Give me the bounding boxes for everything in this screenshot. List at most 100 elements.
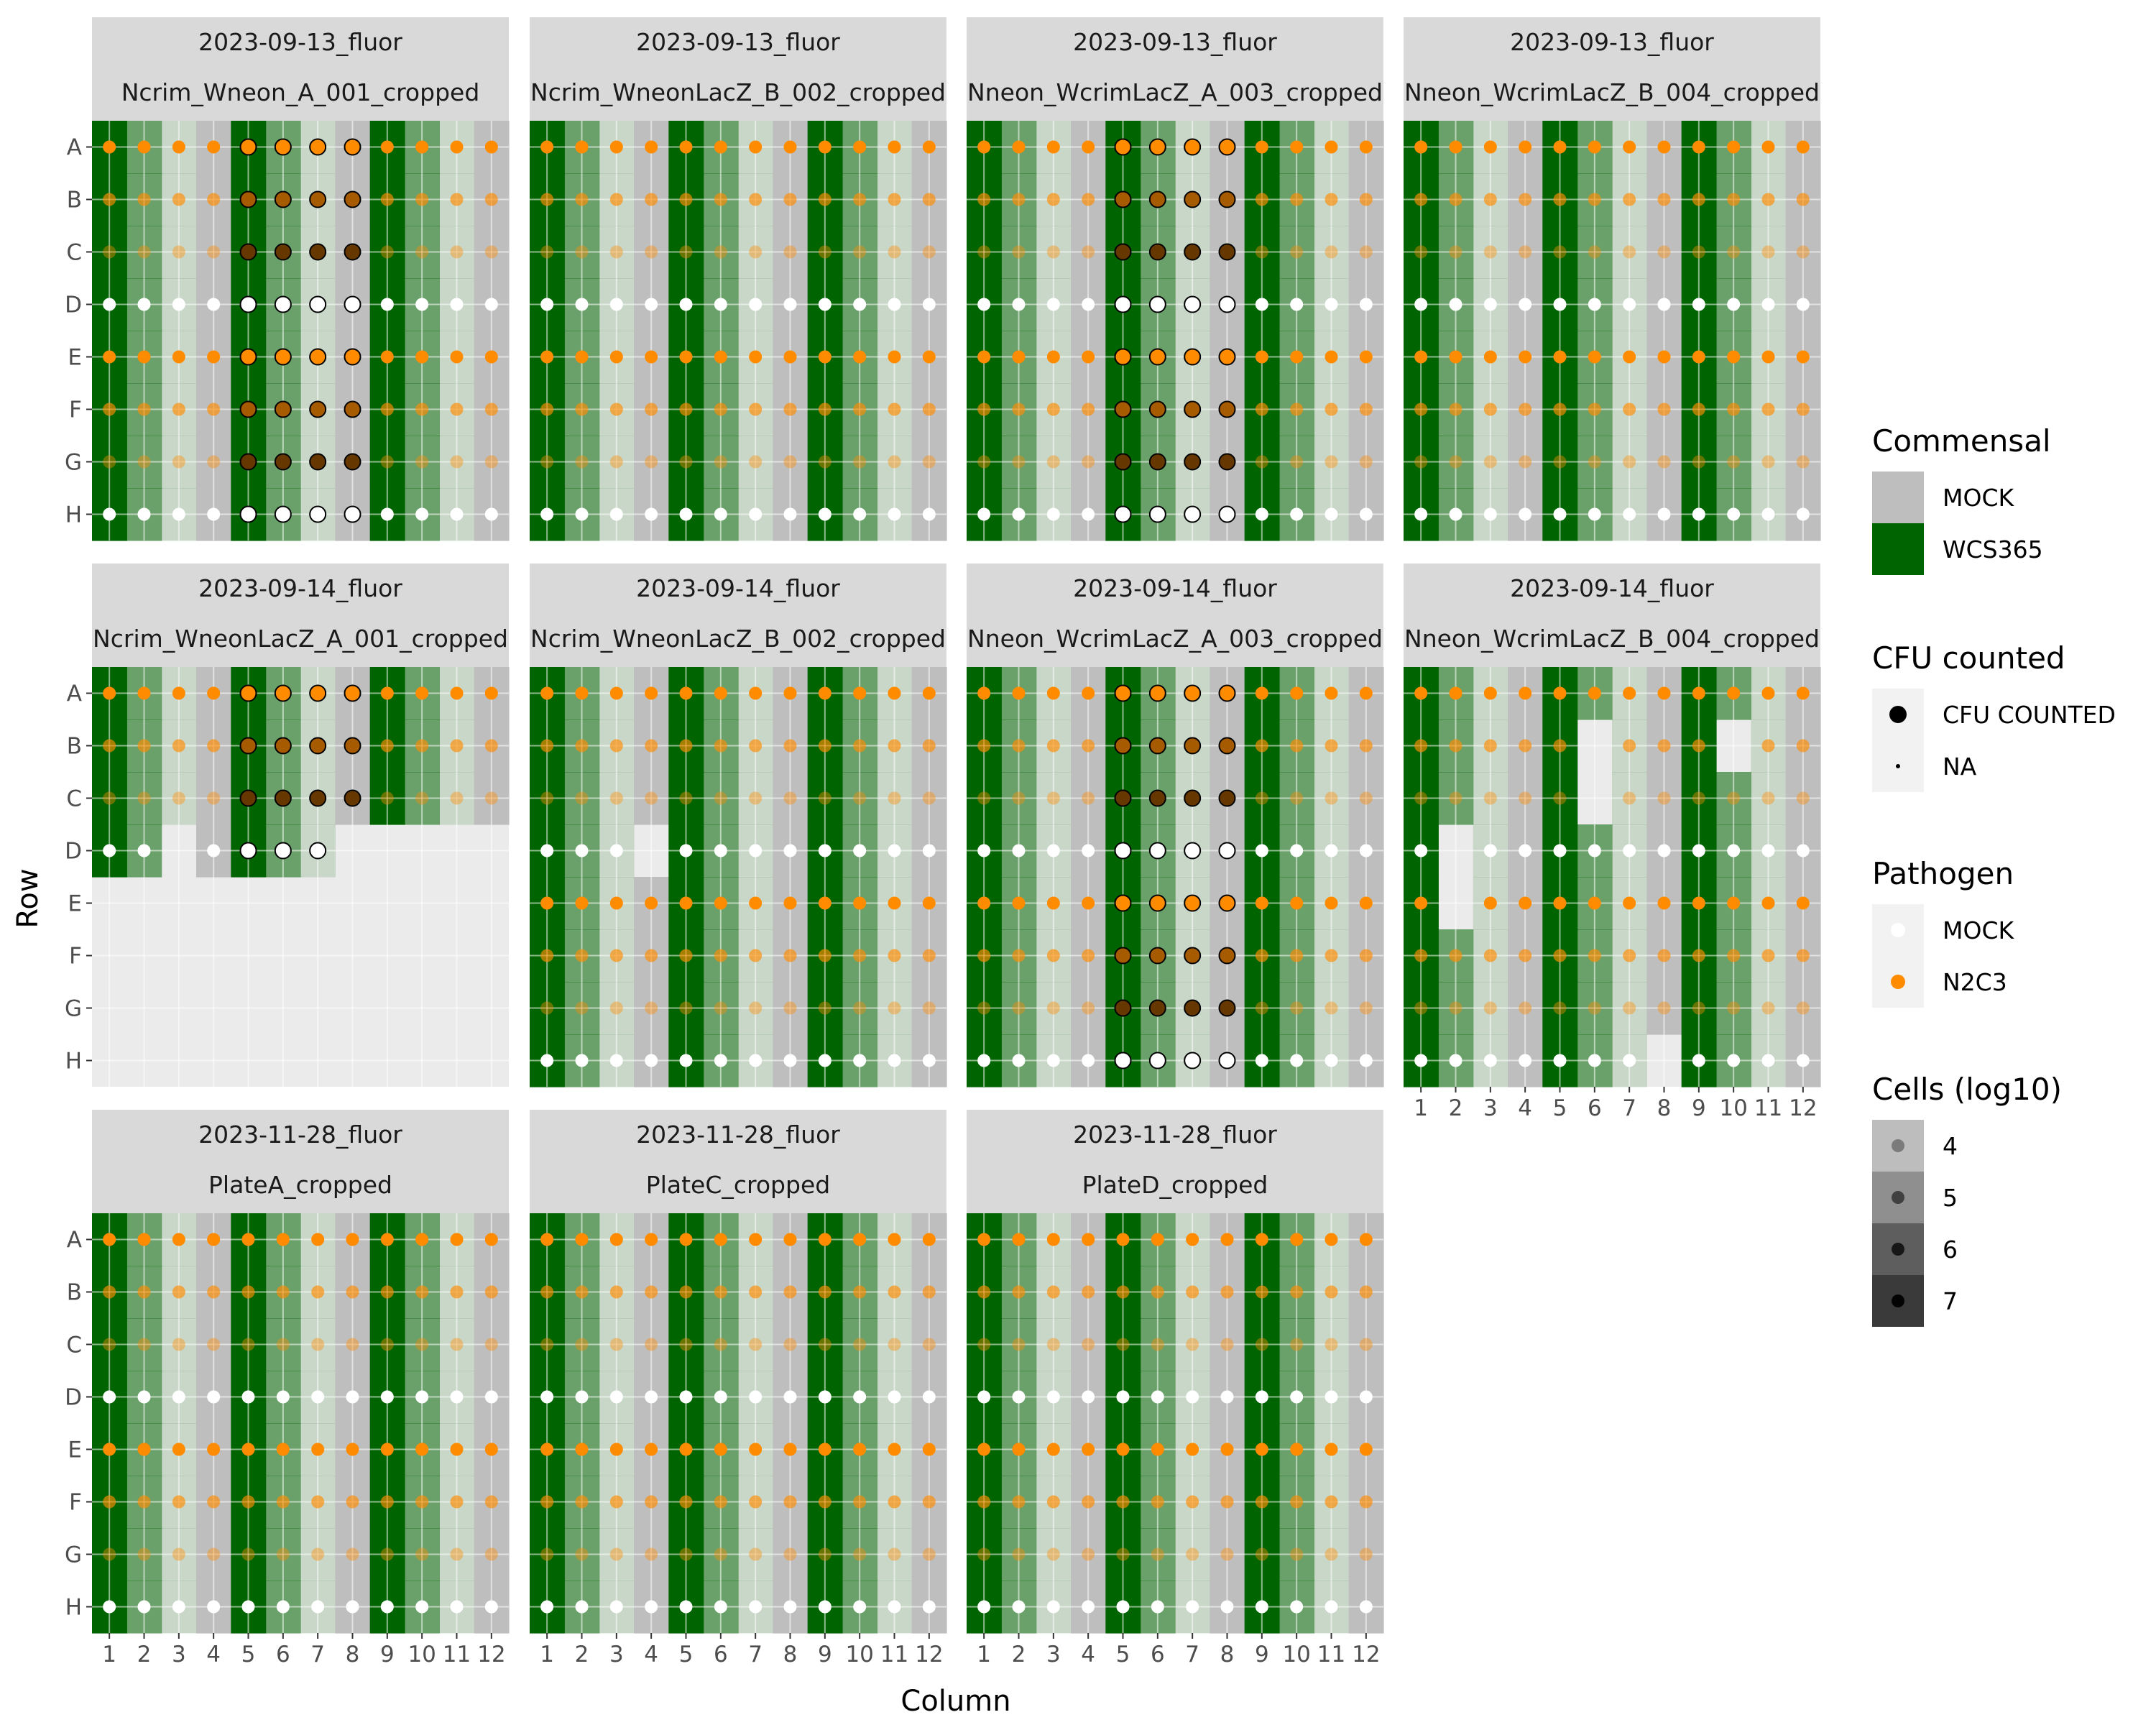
x-tick-label: 6 <box>714 1642 728 1668</box>
well-point <box>977 1001 991 1015</box>
well-point <box>609 1338 623 1351</box>
facet-strip-plate: Ncrim_WneonLacZ_A_001_cropped <box>93 625 508 653</box>
facet-strip-plate: PlateC_cropped <box>646 1171 830 1199</box>
well-point <box>1623 507 1636 521</box>
y-tick-label: H <box>65 1049 82 1075</box>
well-point <box>1588 686 1601 700</box>
facet-strip-plate: Nneon_WcrimLacZ_B_004_cropped <box>1404 625 1820 653</box>
well-point <box>575 140 589 154</box>
well-point <box>1657 193 1671 206</box>
well-point <box>1796 350 1810 364</box>
well-point <box>1483 791 1497 805</box>
well-point <box>575 1390 589 1404</box>
well-point <box>172 140 185 154</box>
legend-label: WCS365 <box>1943 535 2043 564</box>
well-point <box>1519 1001 1532 1015</box>
well-point <box>749 1054 763 1067</box>
well-point <box>207 1600 221 1614</box>
x-tick-label: 7 <box>1185 1642 1199 1668</box>
well-point <box>172 1233 185 1246</box>
well-point <box>311 1390 325 1404</box>
well-point <box>1588 350 1601 364</box>
well-point <box>1796 402 1810 416</box>
y-tick-label: C <box>66 786 82 812</box>
x-tick-label: 1 <box>977 1642 991 1668</box>
well-point <box>714 350 727 364</box>
well-point <box>783 1054 797 1067</box>
well-point <box>207 402 221 416</box>
well-point-counted <box>1218 684 1236 702</box>
well-point-counted <box>1218 190 1236 208</box>
well-point <box>415 1390 429 1404</box>
well-point <box>1761 455 1775 469</box>
well-point <box>922 1600 936 1614</box>
well-point <box>922 1285 936 1299</box>
well-point-counted <box>1114 453 1132 471</box>
well-point <box>575 245 589 259</box>
x-tick-label: 9 <box>380 1642 395 1668</box>
well-point-counted <box>1218 737 1236 755</box>
well-point <box>1359 1495 1373 1509</box>
well-point <box>888 896 901 910</box>
well-point <box>1553 350 1567 364</box>
well-point <box>137 507 151 521</box>
well-point <box>645 1600 658 1614</box>
x-tick-label: 5 <box>679 1642 694 1668</box>
facet-strip <box>1404 17 1820 121</box>
well-point <box>1290 1054 1304 1067</box>
well-point <box>1220 1338 1234 1351</box>
well-point-counted <box>239 348 257 366</box>
well-point <box>888 1600 901 1614</box>
well-point-counted <box>1148 894 1166 912</box>
well-point <box>853 949 867 962</box>
well-point <box>645 739 658 753</box>
well-point <box>1414 1001 1428 1015</box>
legend-key-commensal <box>1872 523 1924 575</box>
well-point <box>311 1600 325 1614</box>
well-point <box>1796 1054 1810 1067</box>
well-point <box>783 739 797 753</box>
well-point <box>714 1390 727 1404</box>
well-point <box>1414 350 1428 364</box>
well-point-counted <box>239 243 257 261</box>
well-point <box>609 245 623 259</box>
facet-panel: 2023-09-13_fluor Nneon_WcrimLacZ_B_004_cr… <box>1404 17 1821 541</box>
well-point <box>1012 350 1026 364</box>
well-point <box>103 1443 116 1456</box>
well-point <box>172 1547 185 1561</box>
well-point <box>1692 896 1705 910</box>
well-point <box>575 739 589 753</box>
well-point <box>1359 686 1373 700</box>
x-tick-label: 11 <box>1317 1642 1345 1668</box>
well-point <box>240 454 257 470</box>
well-point <box>645 1443 658 1456</box>
well-point <box>1151 1390 1164 1404</box>
well-point <box>1046 1495 1060 1509</box>
well-point <box>241 1285 255 1299</box>
well-point <box>380 1338 394 1351</box>
well-point <box>137 791 151 805</box>
well-point <box>888 949 901 962</box>
well-point <box>575 791 589 805</box>
well-point <box>749 402 763 416</box>
well-point <box>888 1285 901 1299</box>
well-point <box>609 1054 623 1067</box>
well-point <box>1290 844 1304 857</box>
well-point <box>818 1285 831 1299</box>
well-point <box>1588 140 1601 154</box>
facet-strip-plate: Ncrim_Wneon_A_001_cropped <box>121 78 480 106</box>
well-point <box>749 1390 763 1404</box>
well-point <box>853 896 867 910</box>
well-point <box>450 1547 464 1561</box>
well-point <box>1012 1495 1026 1509</box>
well-point <box>415 298 429 311</box>
well-point <box>645 455 658 469</box>
well-point <box>1727 1054 1741 1067</box>
well-point <box>137 1600 151 1614</box>
well-point <box>609 791 623 805</box>
y-tick-label: C <box>66 240 82 266</box>
well-point <box>240 790 257 806</box>
well-point-counted <box>274 400 292 418</box>
well-point <box>714 140 727 154</box>
well-point <box>922 298 936 311</box>
